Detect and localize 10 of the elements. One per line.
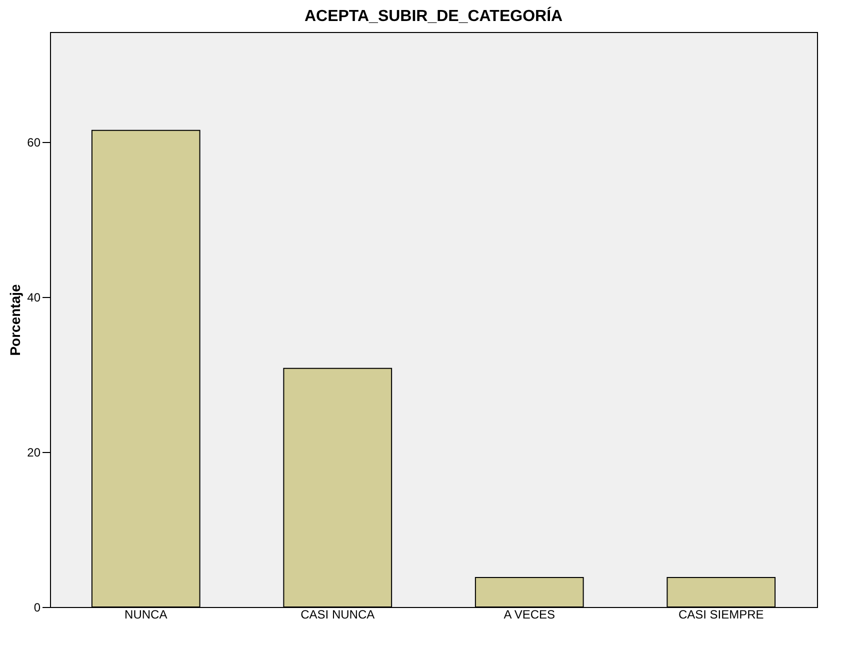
x-tick-label: CASI NUNCA xyxy=(300,608,375,622)
x-tick-label: CASI SIEMPRE xyxy=(678,608,764,622)
y-tick-label: 60 xyxy=(27,136,41,150)
y-tick-label: 40 xyxy=(27,290,41,305)
y-tick-label: 20 xyxy=(27,446,41,460)
x-tick-label: A VECES xyxy=(504,608,556,622)
chart-title: ACEPTA_SUBIR_DE_CATEGORÍA xyxy=(304,6,563,25)
y-tick-label: 0 xyxy=(34,600,41,614)
x-tick-label: NUNCA xyxy=(124,608,168,622)
y-axis-title: Porcentaje xyxy=(7,284,24,356)
